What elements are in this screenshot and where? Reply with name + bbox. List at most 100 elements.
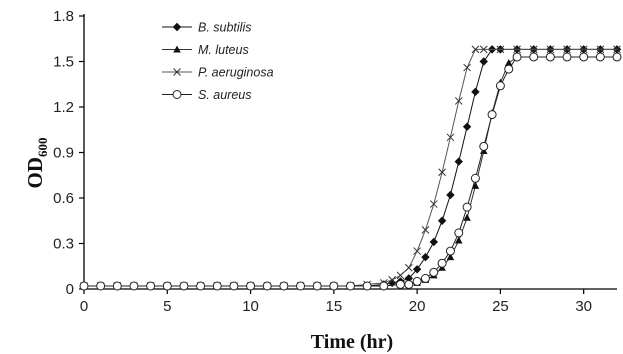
data-point <box>96 281 106 291</box>
circle-marker <box>437 258 447 268</box>
x-tick-label: 5 <box>163 298 171 315</box>
x-marker-stroke <box>388 276 396 284</box>
x-axis-label: Time (hr) <box>311 331 393 353</box>
x-marker-stroke <box>471 45 480 54</box>
data-point <box>229 281 239 291</box>
data-point <box>312 281 322 291</box>
data-point <box>513 45 521 54</box>
x-marker-stroke <box>613 45 621 54</box>
data-point <box>413 247 421 255</box>
data-point <box>438 168 446 177</box>
data-point <box>346 281 355 291</box>
circle-marker <box>470 173 480 183</box>
legend-label: B. subtilis <box>198 21 252 35</box>
data-point <box>479 45 488 54</box>
data-point <box>412 276 422 286</box>
data-point <box>279 281 289 291</box>
triangle-marker <box>454 236 463 244</box>
data-point <box>362 281 372 291</box>
data-point <box>329 281 339 291</box>
circle-marker <box>595 52 605 62</box>
diamond-marker <box>412 265 422 274</box>
x-marker-stroke <box>479 45 488 54</box>
circle-marker <box>172 90 182 99</box>
legend-label: M. luteus <box>198 43 249 57</box>
circle-marker <box>229 281 239 291</box>
circle-marker <box>420 273 430 283</box>
data-point <box>470 173 480 183</box>
y-tick-label: 1.5 <box>53 54 74 71</box>
data-point <box>579 45 588 54</box>
data-point <box>446 190 455 200</box>
data-point <box>79 281 89 291</box>
data-point <box>162 281 172 291</box>
data-point <box>471 181 480 189</box>
circle-marker <box>562 52 572 62</box>
data-point <box>454 236 463 244</box>
circle-marker <box>146 281 156 291</box>
data-point <box>613 45 621 54</box>
y-axis-label-subscript: 600 <box>35 138 50 158</box>
data-point <box>479 141 489 151</box>
y-tick-label: 1.2 <box>53 99 74 116</box>
data-point <box>146 281 156 291</box>
data-point <box>404 279 414 289</box>
legend: B. subtilis M. luteus P. aeruginosa S. aure… <box>162 21 274 102</box>
circle-marker <box>429 267 439 277</box>
data-point <box>504 64 514 74</box>
legend-item: P. aeruginosa <box>162 66 274 80</box>
circle-marker <box>445 246 455 256</box>
x-marker-stroke <box>463 63 471 72</box>
circle-marker <box>612 52 622 62</box>
data-point <box>454 228 464 238</box>
circle-marker <box>479 141 489 151</box>
data-point <box>487 110 497 120</box>
data-point <box>196 281 206 291</box>
data-point <box>446 253 455 261</box>
data-point <box>529 45 538 54</box>
x-marker-stroke <box>404 263 413 272</box>
y-axis-label-main: OD <box>23 157 47 189</box>
data-point <box>395 279 405 289</box>
y-tick-label: 0.9 <box>53 145 74 162</box>
diamond-marker <box>471 87 480 97</box>
data-point <box>172 90 182 99</box>
data-point <box>462 122 472 131</box>
data-point <box>495 81 505 91</box>
data-point <box>437 258 447 268</box>
circle-marker <box>462 202 472 212</box>
data-point <box>246 281 256 291</box>
y-axis-label: OD600 <box>23 138 50 189</box>
x-marker-stroke <box>496 45 505 54</box>
diamond-marker <box>462 122 472 131</box>
y-tick-label: 0.6 <box>53 190 74 207</box>
data-point <box>172 22 182 32</box>
diamond-marker <box>454 157 463 166</box>
data-point <box>379 281 389 291</box>
circle-marker <box>246 281 256 291</box>
legend-item: B. subtilis <box>162 21 252 35</box>
circle-marker <box>404 279 414 289</box>
data-point <box>421 252 430 262</box>
legend-label: P. aeruginosa <box>198 66 274 80</box>
triangle-marker <box>471 181 480 189</box>
data-point <box>463 63 471 72</box>
data-point <box>396 271 405 280</box>
data-point <box>454 97 463 105</box>
x-tick-label: 0 <box>80 298 88 315</box>
series-b-subtilis <box>79 45 622 291</box>
data-point <box>388 276 396 284</box>
data-point <box>262 281 272 291</box>
legend-label: S. aureus <box>198 88 252 102</box>
x-marker-stroke <box>446 133 455 142</box>
x-marker-stroke <box>438 168 446 177</box>
circle-marker <box>296 281 306 291</box>
data-point <box>545 52 555 62</box>
diamond-marker <box>421 252 430 262</box>
tick-labels: 0 0.3 0.6 0.9 1.2 1.5 1.8 0 5 10 15 20 25 30 <box>53 8 592 315</box>
x-marker-stroke <box>546 45 555 54</box>
circle-marker <box>279 281 289 291</box>
circle-marker <box>395 279 405 289</box>
data-point <box>462 202 472 212</box>
